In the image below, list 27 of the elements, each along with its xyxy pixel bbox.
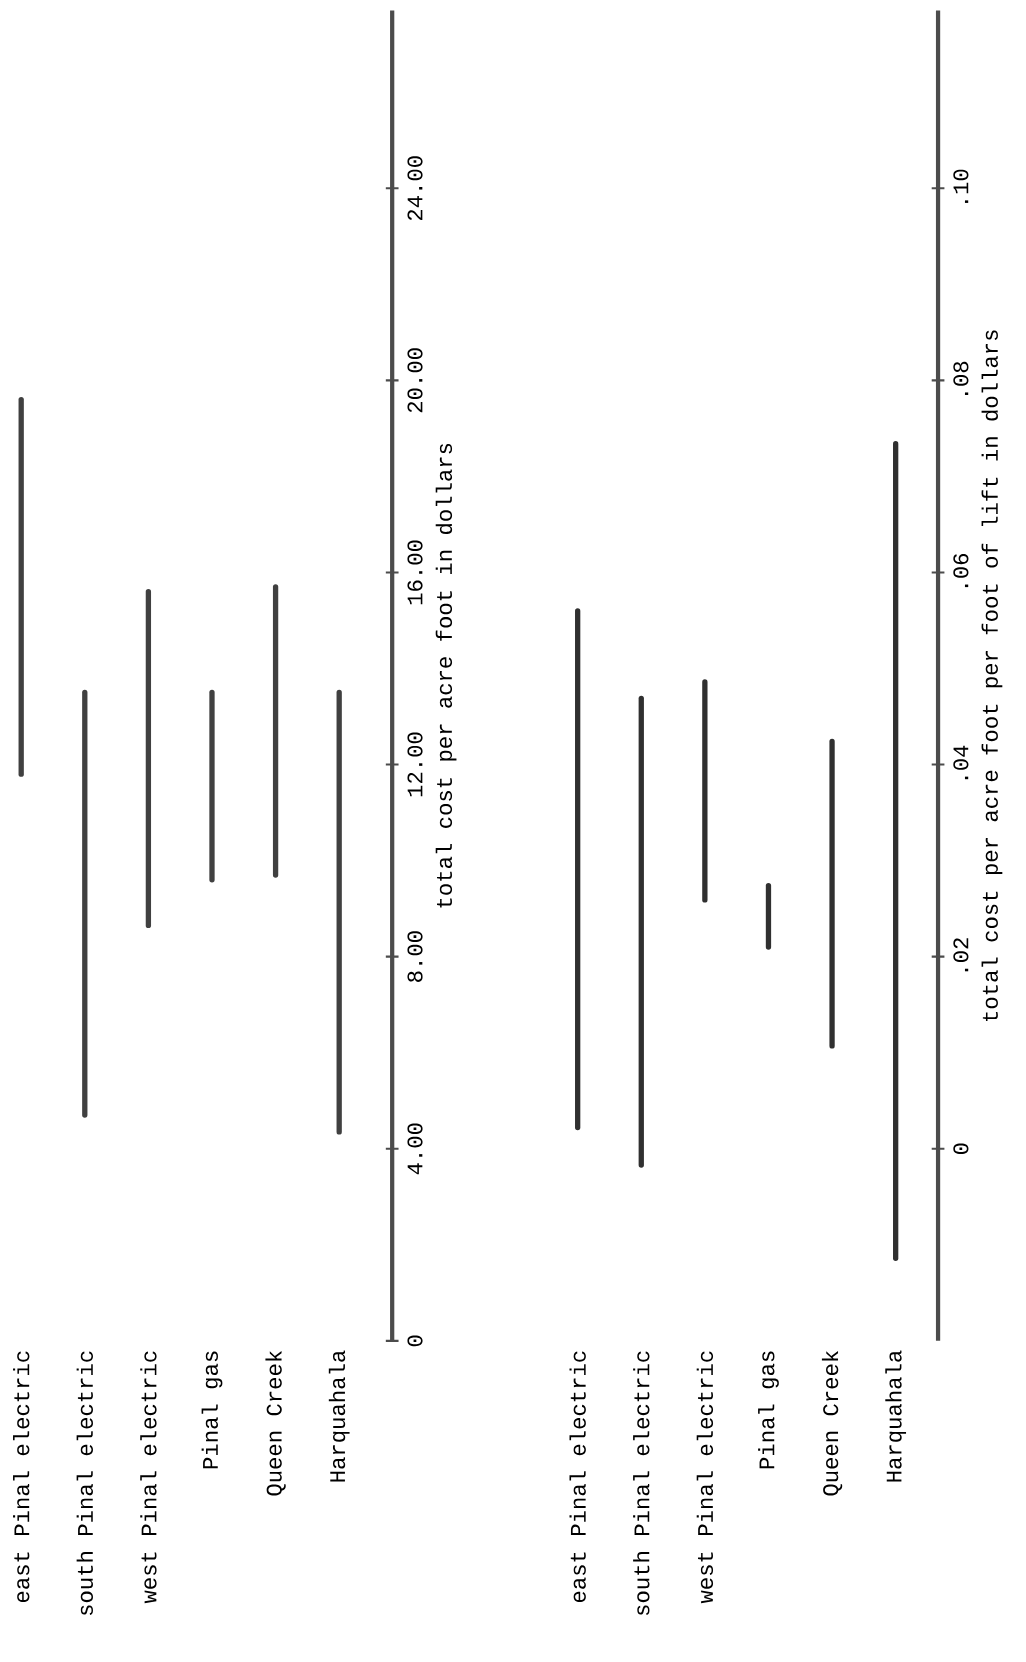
y-axis-title: total cost per acre foot in dollars xyxy=(435,443,457,908)
x-tick-label: Pinal gas xyxy=(201,1351,223,1469)
x-tick-label: Queen Creek xyxy=(821,1350,843,1496)
x-tick-label: west Pinal electric xyxy=(696,1351,714,1604)
x-tick-label: west Pinal electric xyxy=(140,1351,157,1604)
y-tick-label: .02 xyxy=(953,938,969,972)
y-tick-label: 8.00 xyxy=(407,931,423,982)
x-tick-label: south Pinal electric xyxy=(76,1351,93,1616)
x-tick-label: Queen Creek xyxy=(265,1350,286,1496)
x-tick-label: Harquahala xyxy=(328,1350,350,1482)
x-tick-label: east Pinal electric xyxy=(569,1351,586,1603)
y-tick-label: 4.00 xyxy=(407,1123,423,1175)
x-tick-label: Pinal gas xyxy=(758,1351,779,1469)
y-tick-label: 16.00 xyxy=(407,540,423,605)
x-tick-label: east Pinal electric xyxy=(13,1351,30,1603)
y-tick-label: 24.00 xyxy=(407,156,423,221)
y-tick-label: .06 xyxy=(953,553,969,588)
y-tick-label: 0 xyxy=(953,1143,969,1155)
y-axis-title: total cost per acre foot per foot of lift in dollars xyxy=(981,330,1003,1021)
y-tick-label: .04 xyxy=(953,745,969,780)
x-tick-label: Harquahala xyxy=(885,1350,907,1482)
y-tick-label: .10 xyxy=(953,169,969,203)
y-tick-label: 12.00 xyxy=(407,732,423,797)
x-tick-label: south Pinal electric xyxy=(633,1351,650,1616)
y-tick-label: 0 xyxy=(407,1335,423,1347)
y-tick-label: .08 xyxy=(953,361,969,396)
y-tick-label: 20.00 xyxy=(407,348,423,413)
